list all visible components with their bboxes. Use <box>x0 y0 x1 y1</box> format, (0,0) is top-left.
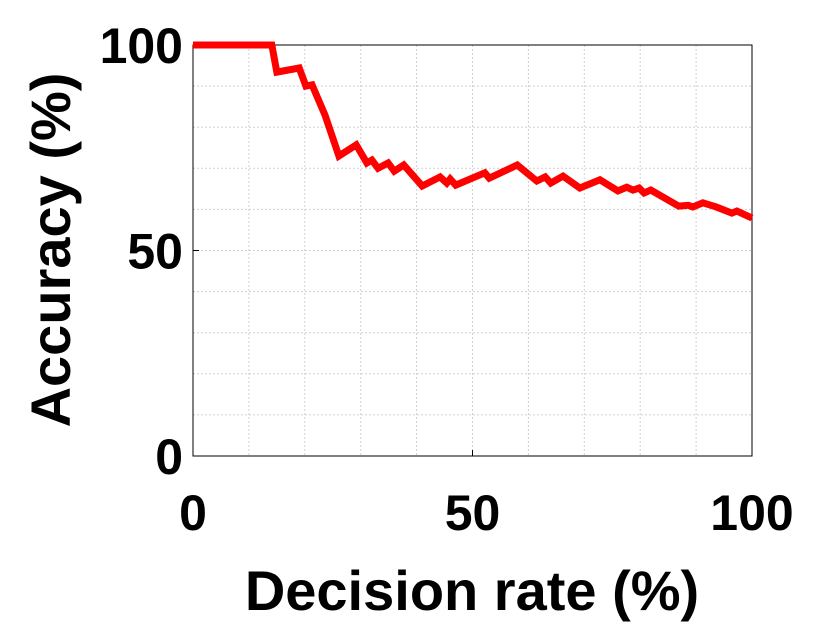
y-axis-label: Accuracy (%) <box>19 73 82 428</box>
y-tick-label: 0 <box>155 429 183 485</box>
x-tick-label: 100 <box>710 485 793 541</box>
y-tick-label: 100 <box>100 18 183 74</box>
data-line <box>193 41 754 222</box>
axes-box <box>192 44 753 457</box>
x-tick-label: 0 <box>179 485 207 541</box>
x-axis-label: Decision rate (%) <box>245 559 699 622</box>
x-tick-label: 50 <box>445 485 501 541</box>
y-tick-label: 50 <box>127 224 183 280</box>
